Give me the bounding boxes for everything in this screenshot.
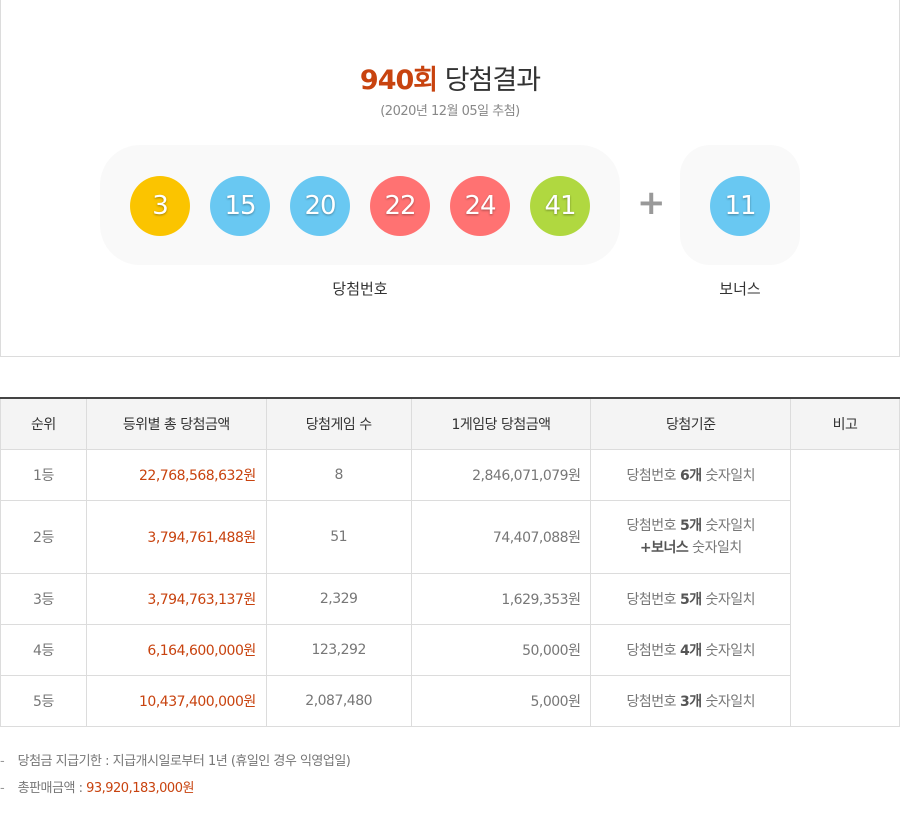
criteria-text: 당첨번호 [626,467,680,484]
criteria-text: 당첨번호 [626,591,680,608]
notes-section: - 당첨금 지급기한 : 지급개시일로부터 1년 (휴일인 경우 익영업일) -… [0,752,351,806]
total-prize-cell: 6,164,600,000원 [85,623,267,676]
winning-numbers-label: 당첨번호 [332,280,388,298]
table-row: 1등 22,768,568,632원 8 2,846,071,079원 당첨번호… [0,448,900,727]
rank-cell: 2등 [0,499,87,574]
criteria-count: 4개 [679,642,702,659]
criteria-cell: 당첨번호 5개 숫자일치 [590,572,792,625]
bonus-ball: 11 [710,176,770,236]
criteria-text: 숫자일치 [701,642,756,659]
sales-label: 총판매금액 : [17,781,87,796]
number-ball: 20 [290,176,350,236]
title-text: 당첨결과 [444,65,541,96]
bonus-label: 보너스 [719,280,761,298]
table-row: 4등 6,164,600,000원 123,292 50,000원 당첨번호 4… [0,623,900,676]
number-ball: 15 [210,176,270,236]
criteria-text: 숫자일치 [701,467,756,484]
per-game-cell: 74,407,088원 [410,499,592,574]
total-prize-cell: 22,768,568,632원 [85,448,267,501]
number-ball: 41 [530,176,590,236]
games-cell: 123,292 [265,623,412,676]
winning-numbers-panel: 3 15 20 22 24 41 [100,145,620,265]
payout-value: 지급개시일로부터 1년 (휴일인 경우 익영업일) [112,754,351,769]
criteria-text: 당첨번호 [626,517,680,534]
prize-table: 순위 등위별 총 당첨금액 당첨게임 수 1게임당 당첨금액 당첨기준 비고 1… [0,397,900,727]
draw-date: (2020년 12월 05일 추첨) [380,104,520,119]
criteria-text: 당첨번호 [626,693,680,710]
header-rank: 순위 [0,398,87,450]
sales-value: 93,920,183,000원 [86,781,194,796]
table-row: 3등 3,794,763,137원 2,329 1,629,353원 당첨번호 … [0,572,900,625]
payout-deadline-note: - 당첨금 지급기한 : 지급개시일로부터 1년 (휴일인 경우 익영업일) [0,752,351,779]
criteria-count: 5개 [679,517,702,534]
per-game-cell: 5,000원 [410,674,592,727]
dash-bullet: - [0,754,5,769]
plus-icon: + [637,183,666,223]
number-ball: 24 [450,176,510,236]
header-criteria: 당첨기준 [590,398,792,450]
games-cell: 8 [265,448,412,501]
total-prize-cell: 3,794,761,488원 [85,499,267,574]
criteria-text: 숫자일치 [688,539,742,556]
criteria-cell: 당첨번호 4개 숫자일치 [590,623,792,676]
payout-label: 당첨금 지급기한 : [17,754,113,769]
games-cell: 51 [265,499,412,574]
total-prize-cell: 3,794,763,137원 [85,572,267,625]
rank-cell: 4등 [0,623,87,676]
remark-cell [790,448,900,727]
number-ball: 22 [370,176,430,236]
per-game-cell: 50,000원 [410,623,592,676]
criteria-text: 숫자일치 [701,517,756,534]
table-row: 5등 10,437,400,000원 2,087,480 5,000원 당첨번호… [0,674,900,727]
criteria-bonus: +보너스 [639,539,689,556]
criteria-text: 당첨번호 [626,642,680,659]
games-cell: 2,329 [265,572,412,625]
criteria-cell: 당첨번호 5개 숫자일치 +보너스 숫자일치 [590,499,792,574]
table-row: 2등 3,794,761,488원 51 74,407,088원 당첨번호 5개… [0,499,900,574]
page-title: 940회 당첨결과 [0,58,900,97]
per-game-cell: 2,846,071,079원 [410,448,592,501]
header-total-prize: 등위별 총 당첨금액 [85,398,267,450]
rank-cell: 3등 [0,572,87,625]
round-number: 940회 [359,65,438,96]
criteria-text: 숫자일치 [701,693,756,710]
dash-bullet: - [0,781,5,796]
total-sales-note: - 총판매금액 : 93,920,183,000원 [0,779,350,806]
header-prize-per-game: 1게임당 당첨금액 [410,398,592,450]
criteria-count: 5개 [679,591,702,608]
criteria-count: 3개 [679,693,702,710]
rank-cell: 5등 [0,674,87,727]
per-game-cell: 1,629,353원 [410,572,592,625]
criteria-cell: 당첨번호 6개 숫자일치 [590,448,792,501]
criteria-text: 숫자일치 [701,591,756,608]
total-prize-cell: 10,437,400,000원 [85,674,267,727]
bonus-number-panel: 11 [680,145,800,265]
table-header-row: 순위 등위별 총 당첨금액 당첨게임 수 1게임당 당첨금액 당첨기준 비고 [0,398,900,450]
number-ball: 3 [130,176,190,236]
header-winning-games: 당첨게임 수 [265,398,412,450]
criteria-cell: 당첨번호 3개 숫자일치 [590,674,792,727]
rank-cell: 1등 [0,448,87,501]
header-remark: 비고 [790,398,900,450]
criteria-count: 6개 [679,467,702,484]
games-cell: 2,087,480 [265,674,412,727]
